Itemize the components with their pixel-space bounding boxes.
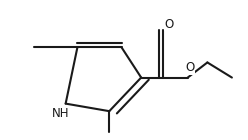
Text: O: O [165,18,174,31]
Text: NH: NH [52,107,69,120]
Text: O: O [186,61,195,74]
